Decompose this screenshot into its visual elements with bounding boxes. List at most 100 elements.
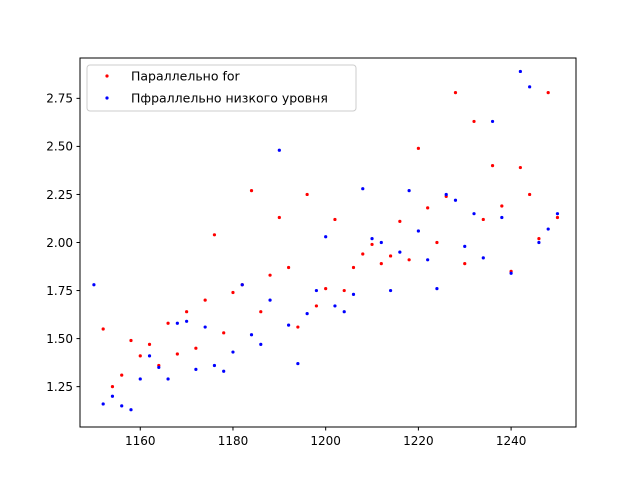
point-series-1-15 <box>231 290 235 295</box>
x-tick-label-5: 1240 <box>496 434 527 448</box>
point-series-2-44 <box>490 119 495 124</box>
point-series-2-20 <box>268 298 272 302</box>
point-series-2-18 <box>249 333 254 337</box>
point-series-2-30 <box>361 187 365 191</box>
plot-area <box>80 58 576 427</box>
point-series-1-6 <box>147 342 152 346</box>
point-series-1-18 <box>259 310 263 314</box>
point-series-2-5 <box>129 408 133 412</box>
point-series-2-38 <box>435 287 439 291</box>
x-axis-ticks: 1160 1180 1200 1220 1240 <box>125 427 526 448</box>
y-axis-ticks: 1.25 1.50 1.75 2.00 2.25 2.50 2.75 <box>46 92 80 394</box>
point-series-2-24 <box>305 312 309 316</box>
point-series-2-31 <box>370 237 374 241</box>
x-tick-label-2: 1180 <box>218 434 249 448</box>
point-series-1-36 <box>426 206 430 210</box>
y-tick-label-5: 2.25 <box>46 188 73 202</box>
point-series-1-5 <box>138 354 142 358</box>
point-series-1-42 <box>481 217 485 222</box>
point-series-1-25 <box>324 287 328 291</box>
point-series-1-46 <box>518 165 522 170</box>
point-series-2-9 <box>166 377 170 381</box>
point-series-2-10 <box>175 321 179 325</box>
point-series-2-25 <box>314 288 319 293</box>
point-series-2-28 <box>342 310 346 314</box>
point-series-2-36 <box>416 229 420 233</box>
point-series-1-17 <box>249 189 254 193</box>
point-series-1-47 <box>528 192 532 197</box>
point-series-2-37 <box>426 258 430 262</box>
point-series-1-3 <box>120 373 124 377</box>
point-series-2-46 <box>509 271 513 275</box>
point-series-1-8 <box>166 321 170 325</box>
point-series-2-22 <box>287 323 291 327</box>
point-series-1-34 <box>407 258 411 262</box>
y-tick-label-1: 1.25 <box>46 380 73 394</box>
point-series-1-49 <box>546 90 550 95</box>
point-series-1-48 <box>537 237 541 241</box>
legend-marker-series-1 <box>105 74 109 78</box>
point-series-2-21 <box>277 148 281 152</box>
point-series-2-1 <box>92 283 96 287</box>
legend-label-series-1: Параллельно for <box>131 69 241 84</box>
point-series-1-13 <box>212 233 217 237</box>
point-series-2-2 <box>101 402 105 406</box>
point-series-2-49 <box>537 240 541 245</box>
x-tick-label-3: 1200 <box>310 434 341 448</box>
point-series-2-45 <box>500 215 504 220</box>
point-series-2-40 <box>453 198 458 202</box>
point-series-1-44 <box>500 204 504 208</box>
x-tick-label-1: 1160 <box>125 434 156 448</box>
point-series-1-2 <box>110 385 115 389</box>
point-series-1-14 <box>222 331 226 335</box>
point-series-2-19 <box>259 342 263 346</box>
legend-marker-series-2 <box>105 96 109 100</box>
point-series-1-20 <box>277 215 281 220</box>
point-series-2-27 <box>333 304 337 308</box>
point-series-1-29 <box>361 252 365 256</box>
point-series-2-8 <box>157 365 161 370</box>
point-series-2-41 <box>463 244 467 248</box>
point-series-1-33 <box>398 219 402 223</box>
point-series-2-26 <box>324 235 328 239</box>
point-series-2-12 <box>194 367 198 371</box>
point-series-1-4 <box>129 338 133 343</box>
point-series-2-7 <box>147 354 152 358</box>
point-series-1-11 <box>194 346 198 350</box>
point-series-1-1 <box>101 327 105 331</box>
point-series-1-30 <box>370 242 374 247</box>
y-tick-label-3: 1.75 <box>46 284 73 298</box>
y-tick-label-4: 2.00 <box>46 236 73 250</box>
point-series-2-34 <box>398 250 402 254</box>
point-series-1-24 <box>314 304 319 308</box>
point-series-1-21 <box>287 265 291 270</box>
data-points <box>92 69 560 412</box>
point-series-1-10 <box>185 310 189 314</box>
point-series-2-42 <box>472 212 476 216</box>
y-tick-label-7: 2.75 <box>46 92 73 106</box>
point-series-1-43 <box>490 164 495 168</box>
point-series-2-3 <box>110 394 115 398</box>
point-series-1-9 <box>175 352 179 356</box>
point-series-1-37 <box>435 240 439 245</box>
point-series-1-40 <box>463 262 467 266</box>
point-series-1-12 <box>203 298 207 302</box>
point-series-2-6 <box>138 377 142 381</box>
point-series-1-50 <box>555 215 560 220</box>
point-series-2-29 <box>351 292 356 296</box>
point-series-1-41 <box>472 119 476 124</box>
point-series-2-16 <box>231 350 235 354</box>
plot-frame <box>79 57 577 428</box>
legend-label-series-2: Пфраллельно низкого уровня <box>131 91 328 106</box>
point-series-1-28 <box>351 265 356 270</box>
point-series-2-43 <box>481 256 485 260</box>
x-tick-label-4: 1220 <box>403 434 434 448</box>
point-series-2-39 <box>444 192 448 197</box>
point-series-2-13 <box>203 325 207 329</box>
point-series-1-27 <box>342 288 346 293</box>
point-series-2-14 <box>212 363 217 368</box>
point-series-2-15 <box>222 369 226 373</box>
point-series-2-51 <box>555 212 560 216</box>
point-series-2-47 <box>518 69 522 74</box>
